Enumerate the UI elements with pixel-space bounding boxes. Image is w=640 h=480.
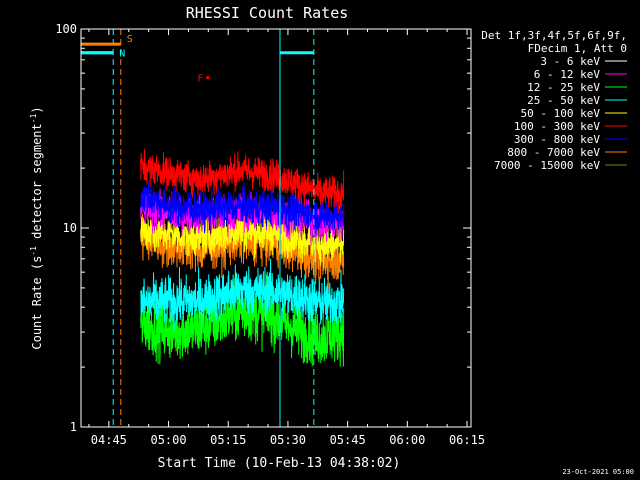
flag-label-N: N	[119, 49, 125, 60]
chart-title: RHESSI Count Rates	[186, 4, 349, 22]
legend-label-2: 12 - 25 keV	[527, 81, 600, 94]
x-tick-label-4: 05:45	[330, 433, 366, 447]
y-tick-label-2: 100	[55, 22, 77, 36]
x-tick-label-2: 05:15	[210, 433, 246, 447]
y-tick-label-1: 10	[63, 221, 77, 235]
legend-label-4: 50 - 100 keV	[521, 107, 601, 120]
footer-date: 23-Oct-2021 05:00	[562, 468, 634, 476]
y-tick-label-0: 1	[70, 420, 77, 434]
legend-label-3: 25 - 50 keV	[527, 94, 600, 107]
legend: Det 1f,3f,4f,5f,6f,9f, FDecim 1, Att 0 3…	[481, 29, 627, 172]
series-line-7	[140, 148, 345, 214]
legend-label-1: 6 - 12 keV	[534, 68, 601, 81]
legend-label-8: 7000 - 15000 keV	[494, 159, 600, 172]
legend-header-line-1: Det 1f,3f,4f,5f,6f,9f,	[481, 29, 627, 42]
x-tick-label-5: 06:00	[389, 433, 425, 447]
series-line-2	[140, 258, 345, 334]
y-axis-label: Count Rate (s-1 detector segment-1)	[29, 106, 44, 349]
x-tick-label-1: 05:00	[150, 433, 186, 447]
legend-header-line-2: FDecim 1, Att 0	[528, 42, 627, 55]
annotation-layer: SN F	[81, 29, 315, 427]
legend-label-0: 3 - 6 keV	[540, 55, 600, 68]
axis-layer: 04:45 05:00 05:15 05:30 05:45 06:00 06:15 1 10 10…	[55, 22, 485, 447]
x-axis-label: Start Time (10-Feb-13 04:38:02)	[158, 456, 401, 471]
legend-label-7: 800 - 7000 keV	[507, 146, 600, 159]
x-tick-label-6: 06:15	[449, 433, 485, 447]
x-tick-label-0: 04:45	[91, 433, 127, 447]
flag-label-F: F	[197, 74, 203, 85]
x-tick-label-3: 05:30	[270, 433, 306, 447]
flag-label-S: S	[127, 34, 133, 45]
series-line-6	[140, 182, 345, 238]
legend-label-6: 300 - 800 keV	[514, 133, 600, 146]
series-layer	[140, 148, 345, 388]
legend-label-5: 100 - 300 keV	[514, 120, 600, 133]
series-line-4	[140, 208, 345, 268]
